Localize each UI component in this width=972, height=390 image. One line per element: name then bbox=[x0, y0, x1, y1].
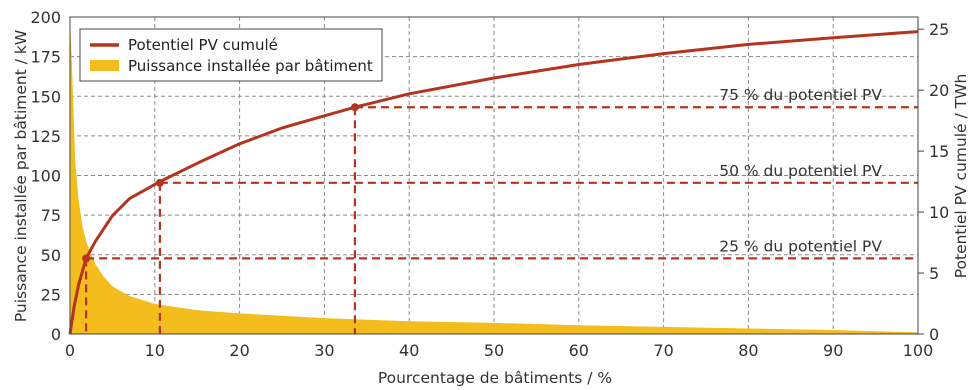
x-tick-label: 70 bbox=[653, 341, 673, 360]
threshold-marker bbox=[350, 103, 359, 112]
x-tick-label: 10 bbox=[145, 341, 165, 360]
x-tick-label: 0 bbox=[65, 341, 75, 360]
legend-swatch-installed bbox=[90, 60, 119, 71]
legend: Potentiel PV cumulé Puissance installée … bbox=[79, 28, 383, 82]
threshold-label: 50 % du potentiel PV bbox=[719, 162, 882, 180]
y-right-axis-label: Potentiel PV cumulé / TWh bbox=[952, 74, 970, 279]
y-right-tick-label: 20 bbox=[929, 81, 949, 100]
y-left-tick-label: 75 bbox=[41, 206, 61, 225]
legend-box bbox=[79, 28, 383, 82]
x-tick-label: 20 bbox=[229, 341, 249, 360]
plot-frame bbox=[69, 16, 919, 335]
x-tick-label: 50 bbox=[484, 341, 504, 360]
threshold-marker bbox=[82, 254, 91, 263]
markers bbox=[82, 103, 359, 263]
y-left-tick-label: 25 bbox=[41, 285, 61, 304]
x-tick-label: 80 bbox=[738, 341, 758, 360]
y-left-tick-label: 175 bbox=[30, 48, 61, 67]
y-left-tick-label: 125 bbox=[30, 127, 61, 146]
x-tick-label: 100 bbox=[903, 341, 934, 360]
y-right-tick-label: 5 bbox=[929, 264, 939, 283]
x-tick-label: 60 bbox=[569, 341, 589, 360]
y-right-tick-label: 15 bbox=[929, 142, 949, 161]
x-tick-label: 90 bbox=[823, 341, 843, 360]
threshold-label: 75 % du potentiel PV bbox=[719, 86, 882, 104]
y-left-tick-label: 150 bbox=[30, 87, 61, 106]
threshold-label: 25 % du potentiel PV bbox=[719, 237, 882, 255]
annotations: 25 % du potentiel PV 50 % du potentiel PV… bbox=[719, 86, 882, 255]
legend-label-cumulative: Potentiel PV cumulé bbox=[128, 36, 278, 54]
y-right-tick-label: 25 bbox=[929, 20, 949, 39]
guide-lines bbox=[85, 106, 918, 334]
y-left-tick-label: 100 bbox=[30, 167, 61, 186]
x-tick-label: 40 bbox=[399, 341, 419, 360]
x-tick-label: 30 bbox=[314, 341, 334, 360]
y-left-tick-label: 0 bbox=[51, 325, 61, 344]
y-left-tick-label: 50 bbox=[41, 246, 61, 265]
tick-labels: 0 10 20 30 40 50 60 70 80 90 100025507510012515017… bbox=[30, 8, 949, 360]
y-right-tick-label: 10 bbox=[929, 203, 949, 222]
y-right-tick-label: 0 bbox=[929, 325, 939, 344]
legend-label-installed: Puissance installée par bâtiment bbox=[128, 57, 373, 75]
x-axis-label: Pourcentage de bâtiments / % bbox=[378, 369, 612, 387]
y-left-tick-label: 200 bbox=[30, 8, 61, 27]
threshold-marker bbox=[155, 178, 164, 187]
y-left-axis-label: Puissance installée par bâtiment / kW bbox=[12, 30, 30, 322]
